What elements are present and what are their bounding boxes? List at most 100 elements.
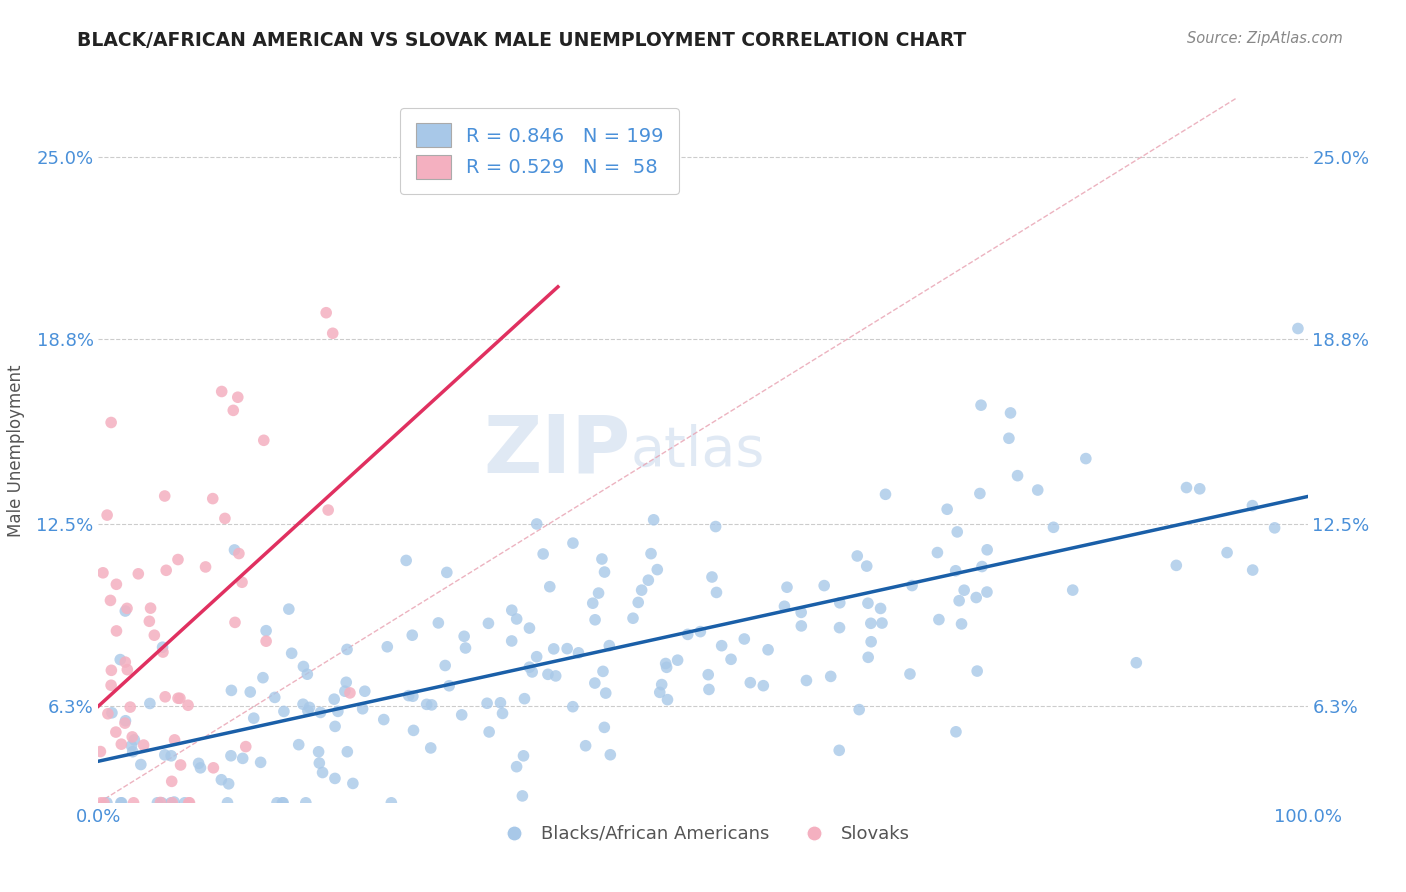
Point: [512, 748, 534, 763]
Point: [160, 796, 183, 810]
Point: [621, 611, 644, 625]
Point: [132, 738, 155, 752]
Point: [342, 776, 364, 790]
Point: [402, 723, 425, 738]
Point: [453, 629, 475, 643]
Point: [177, 796, 200, 810]
Point: [945, 724, 967, 739]
Point: [790, 606, 813, 620]
Point: [654, 657, 676, 671]
Point: [526, 649, 548, 664]
Point: [221, 683, 243, 698]
Point: [149, 796, 172, 810]
Point: [120, 700, 142, 714]
Point: [335, 675, 357, 690]
Point: [100, 663, 122, 677]
Text: atlas: atlas: [630, 424, 765, 477]
Text: Source: ZipAtlas.com: Source: ZipAtlas.com: [1187, 31, 1343, 46]
Point: [104, 725, 127, 739]
Point: [776, 580, 799, 594]
Point: [950, 616, 973, 631]
Point: [308, 756, 330, 770]
Point: [491, 706, 513, 721]
Point: [1175, 481, 1198, 495]
Point: [901, 578, 924, 592]
Point: [211, 384, 233, 399]
Point: [252, 671, 274, 685]
Point: [173, 796, 195, 810]
Point: [704, 519, 727, 533]
Point: [512, 789, 534, 803]
Point: [627, 595, 650, 609]
Point: [333, 684, 356, 698]
Point: [101, 706, 124, 720]
Point: [163, 732, 186, 747]
Point: [263, 690, 285, 705]
Point: [848, 703, 870, 717]
Point: [543, 641, 565, 656]
Point: [475, 696, 498, 710]
Point: [401, 628, 423, 642]
Point: [976, 585, 998, 599]
Point: [138, 615, 160, 629]
Point: [651, 677, 673, 691]
Point: [856, 650, 879, 665]
Point: [773, 599, 796, 614]
Point: [169, 691, 191, 706]
Point: [232, 751, 254, 765]
Point: [505, 760, 527, 774]
Point: [928, 613, 950, 627]
Point: [640, 547, 662, 561]
Point: [308, 745, 330, 759]
Point: [89, 745, 111, 759]
Point: [402, 690, 425, 704]
Point: [323, 719, 346, 733]
Point: [339, 686, 361, 700]
Point: [501, 634, 523, 648]
Point: [336, 745, 359, 759]
Point: [127, 566, 149, 581]
Point: [588, 586, 610, 600]
Point: [555, 641, 578, 656]
Point: [505, 612, 527, 626]
Point: [927, 545, 949, 559]
Point: [813, 578, 835, 592]
Point: [595, 686, 617, 700]
Point: [121, 730, 143, 744]
Point: [280, 646, 302, 660]
Point: [315, 306, 337, 320]
Point: [100, 678, 122, 692]
Point: [311, 765, 333, 780]
Point: [976, 542, 998, 557]
Point: [796, 673, 818, 688]
Point: [1264, 521, 1286, 535]
Point: [477, 616, 499, 631]
Point: [870, 615, 893, 630]
Point: [316, 503, 339, 517]
Point: [1241, 563, 1264, 577]
Point: [531, 547, 554, 561]
Point: [501, 603, 523, 617]
Point: [582, 596, 605, 610]
Point: [146, 796, 169, 810]
Point: [522, 665, 544, 679]
Point: [160, 748, 183, 763]
Point: [97, 706, 120, 721]
Point: [239, 685, 262, 699]
Y-axis label: Male Unemployment: Male Unemployment: [7, 364, 25, 537]
Point: [114, 655, 136, 669]
Point: [110, 652, 132, 666]
Point: [855, 559, 877, 574]
Point: [155, 563, 177, 577]
Point: [538, 580, 561, 594]
Point: [114, 714, 136, 728]
Point: [598, 639, 620, 653]
Point: [167, 691, 190, 706]
Point: [657, 692, 679, 706]
Point: [592, 665, 614, 679]
Point: [1062, 583, 1084, 598]
Point: [249, 756, 271, 770]
Point: [591, 552, 613, 566]
Point: [271, 796, 294, 810]
Point: [105, 624, 128, 638]
